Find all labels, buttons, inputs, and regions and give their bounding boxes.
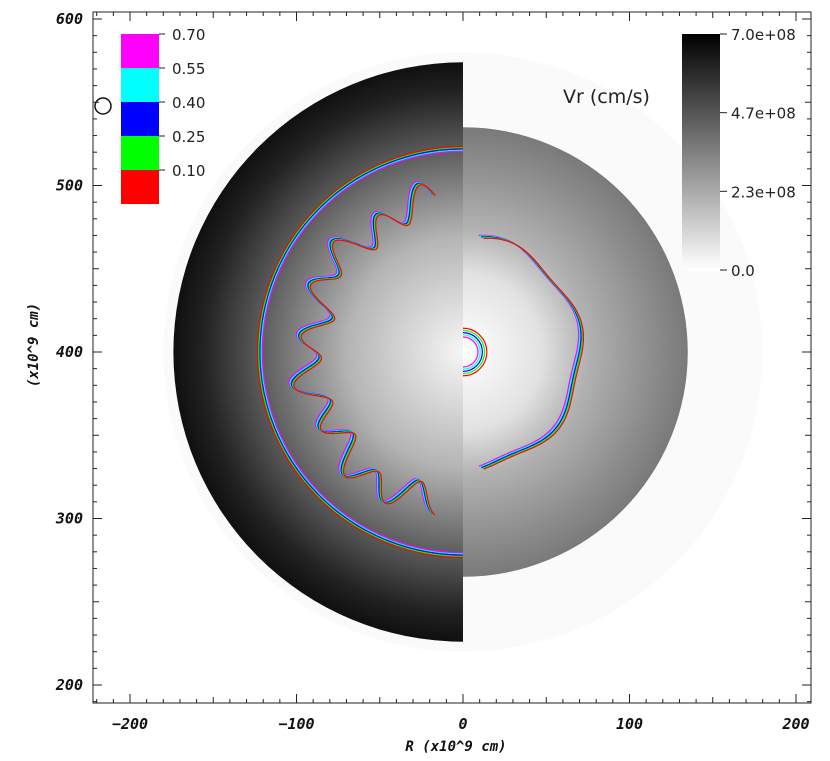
- colorbar-gradient: [682, 34, 720, 270]
- y-tick-label: 200: [55, 676, 83, 694]
- y-tick-label: 300: [55, 510, 83, 528]
- velocity-field: [163, 52, 763, 652]
- legend-swatch: [121, 102, 159, 136]
- x-tick-label: 100: [616, 715, 643, 733]
- x-axis: −200 −100 0 100 200: [96, 12, 810, 733]
- colorbar: 7.0e+08 4.7e+08 2.3e+08 0.0 Vr (cm/s): [563, 26, 796, 280]
- mixing-contour-left: [293, 184, 436, 516]
- colorbar-tick-label: 0.0: [731, 262, 755, 280]
- left-half-disk: [173, 62, 463, 642]
- legend-label: 0.10: [172, 162, 205, 180]
- legend-swatch: [121, 170, 159, 204]
- x-tick-label: −100: [278, 715, 314, 733]
- legend-label: 0.55: [172, 60, 205, 78]
- core-contour: [462, 327, 488, 377]
- shock-contour-left: [261, 150, 464, 554]
- colorbar-tick-label: 7.0e+08: [731, 26, 796, 44]
- colorbar-tick-label: 4.7e+08: [731, 105, 796, 123]
- x-tick-label: 0: [458, 715, 467, 733]
- core-contour: [462, 332, 483, 372]
- y-tick-label: 400: [56, 343, 83, 361]
- core-contour: [462, 329, 486, 375]
- shock-contour-left: [260, 149, 464, 555]
- y-tick-label: 600: [56, 10, 83, 28]
- legend-swatch: [121, 34, 159, 68]
- x-tick-label: 200: [781, 715, 809, 733]
- colorbar-tick-label: 2.3e+08: [731, 183, 796, 201]
- legend-label: 0.70: [172, 26, 205, 44]
- y-axis-title: (x10^9 cm): [26, 303, 42, 387]
- legend-swatch: [121, 68, 159, 102]
- legend-label: 0.25: [172, 128, 205, 146]
- contour-legend: 0.70 0.55 0.40 0.25 0.10: [121, 26, 205, 204]
- contour-lines: [256, 145, 584, 559]
- x-axis-title: R (x10^9 cm): [405, 739, 506, 755]
- legend-swatch: [121, 136, 159, 170]
- shock-contour-left: [256, 145, 464, 559]
- colorbar-ticks: 7.0e+08 4.7e+08 2.3e+08 0.0: [720, 26, 796, 280]
- y-axis: 200 300 400 500 600: [55, 10, 811, 703]
- colorbar-title: Vr (cm/s): [563, 86, 650, 108]
- x-tick-label: −200: [112, 715, 148, 733]
- shock-contour-left: [259, 148, 464, 556]
- mixing-contour-right: [483, 237, 584, 470]
- symmetry-marker-icon: [94, 97, 112, 115]
- core-contour: [462, 334, 481, 370]
- right-half-disk: [463, 127, 688, 577]
- core-contour: [462, 336, 479, 368]
- y-tick-label: 500: [56, 177, 83, 195]
- legend-label: 0.40: [172, 94, 205, 112]
- shock-contour-left: [258, 147, 464, 557]
